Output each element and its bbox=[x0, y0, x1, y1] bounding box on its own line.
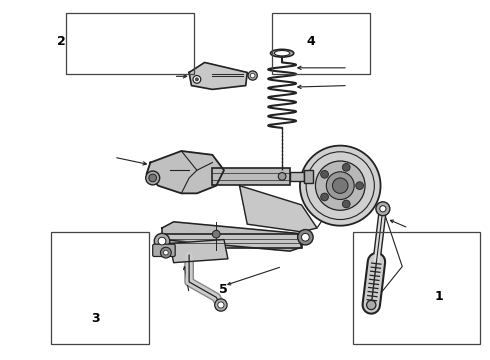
Circle shape bbox=[343, 163, 350, 171]
Circle shape bbox=[380, 206, 386, 212]
Circle shape bbox=[248, 71, 257, 80]
Polygon shape bbox=[162, 222, 301, 251]
Circle shape bbox=[146, 171, 160, 185]
Text: 2: 2 bbox=[57, 35, 66, 48]
Bar bbox=[353, 232, 480, 344]
Bar bbox=[51, 232, 149, 344]
FancyBboxPatch shape bbox=[153, 244, 175, 256]
Text: 5: 5 bbox=[219, 283, 227, 296]
Text: 3: 3 bbox=[91, 312, 100, 325]
Circle shape bbox=[154, 233, 170, 249]
Circle shape bbox=[212, 230, 220, 238]
Circle shape bbox=[215, 299, 227, 311]
Circle shape bbox=[297, 230, 313, 245]
Circle shape bbox=[367, 300, 376, 310]
Circle shape bbox=[343, 200, 350, 208]
Circle shape bbox=[316, 161, 365, 210]
Text: 4: 4 bbox=[307, 35, 316, 48]
Circle shape bbox=[149, 174, 157, 182]
Circle shape bbox=[356, 182, 364, 189]
Ellipse shape bbox=[270, 49, 294, 57]
Polygon shape bbox=[147, 151, 224, 193]
Circle shape bbox=[301, 233, 309, 241]
Circle shape bbox=[333, 178, 348, 193]
Circle shape bbox=[250, 73, 255, 78]
Circle shape bbox=[158, 237, 166, 245]
Circle shape bbox=[193, 76, 201, 83]
Bar bbox=[66, 13, 194, 74]
Circle shape bbox=[160, 247, 172, 258]
Polygon shape bbox=[170, 239, 228, 263]
Bar bbox=[304, 170, 313, 183]
Polygon shape bbox=[240, 186, 317, 232]
Circle shape bbox=[164, 250, 168, 255]
Circle shape bbox=[376, 202, 390, 216]
Circle shape bbox=[320, 193, 328, 201]
Bar bbox=[162, 234, 301, 248]
Circle shape bbox=[300, 145, 381, 226]
Ellipse shape bbox=[274, 50, 290, 56]
Text: 1: 1 bbox=[434, 291, 443, 303]
Bar bbox=[212, 168, 290, 185]
Bar bbox=[290, 172, 304, 181]
Circle shape bbox=[196, 78, 198, 81]
Circle shape bbox=[320, 171, 328, 178]
Bar bbox=[272, 13, 370, 74]
Circle shape bbox=[218, 302, 224, 308]
Polygon shape bbox=[189, 62, 247, 89]
Circle shape bbox=[326, 172, 354, 199]
Circle shape bbox=[278, 172, 286, 180]
